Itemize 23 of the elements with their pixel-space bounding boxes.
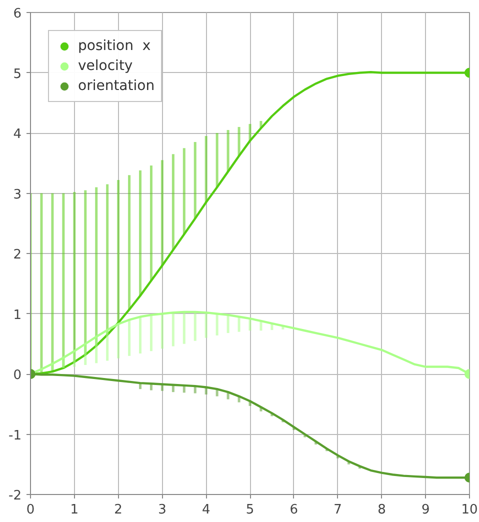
x-tick-label: 5 [246,502,254,518]
y-tick-label: 3 [13,187,22,202]
y-tick-label: 6 [13,6,22,22]
legend-label: velocity [78,58,133,74]
x-tick-label: 2 [114,502,122,518]
y-tick-label: 0 [13,368,22,383]
y-tick-label: -2 [8,488,22,504]
x-tick-label: 0 [26,502,35,518]
x-tick-label: 10 [461,502,478,518]
x-tick-label: 7 [334,502,342,518]
y-tick-label: -1 [8,428,22,444]
legend-label: orientation [78,78,155,94]
y-tick-label: 5 [13,66,22,82]
x-tick-label: 8 [378,502,386,518]
x-tick-label: 6 [290,502,298,518]
x-tick-label: 3 [158,502,166,518]
y-tick-label: 4 [13,127,22,142]
legend-label: position x [78,38,151,54]
x-tick-label: 1 [70,502,79,518]
x-tick-label: 4 [202,502,210,518]
y-tick-label: 1 [13,308,22,323]
x-tick-label: 9 [421,502,430,518]
y-tick-label: 2 [13,248,22,262]
